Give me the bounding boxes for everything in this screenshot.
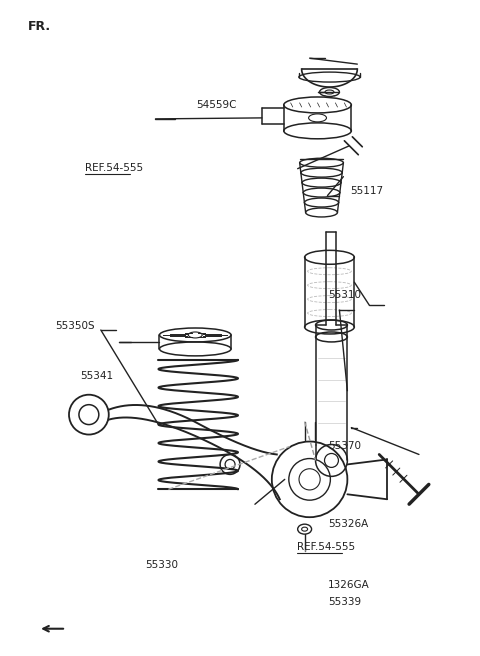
Text: REF.54-555: REF.54-555 [297,542,355,552]
Text: FR.: FR. [28,20,51,33]
Text: REF.54-555: REF.54-555 [85,163,143,173]
Text: 55339: 55339 [328,598,361,607]
Text: 55341: 55341 [81,371,114,380]
Text: 55310: 55310 [328,291,361,300]
Text: 55370: 55370 [328,441,361,451]
Text: 55330: 55330 [145,560,178,570]
Text: 54559C: 54559C [196,100,236,110]
Text: 1326GA: 1326GA [328,580,370,590]
Text: 55117: 55117 [350,186,383,196]
Text: 55350S: 55350S [55,321,95,331]
Text: 55326A: 55326A [328,519,369,529]
